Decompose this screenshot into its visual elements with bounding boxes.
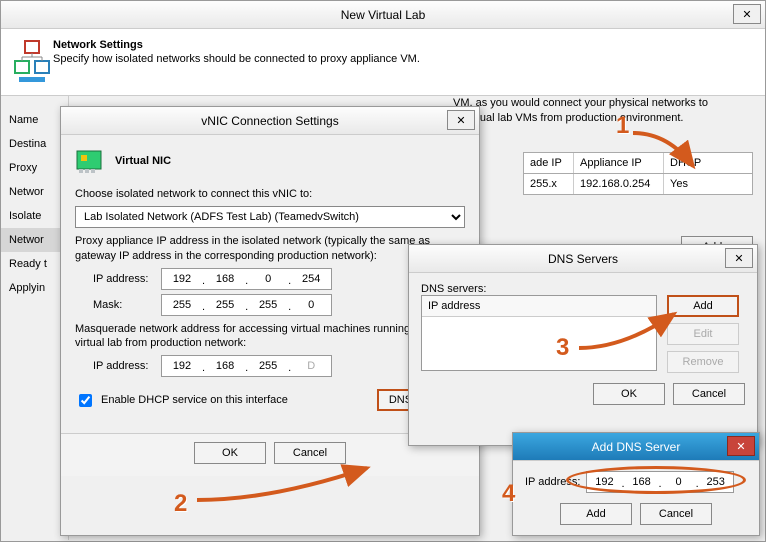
close-icon[interactable]: ✕ xyxy=(447,110,475,130)
choose-label: Choose isolated network to connect this … xyxy=(75,187,465,202)
add-button[interactable]: Add xyxy=(667,295,739,317)
header-text: Network Settings Specify how isolated ne… xyxy=(53,39,420,83)
close-icon[interactable]: ✕ xyxy=(733,4,761,24)
ip-field[interactable]: . . . xyxy=(161,268,332,290)
masq-octet[interactable] xyxy=(162,356,202,376)
nav-item[interactable]: Ready t xyxy=(1,252,68,276)
content-desc: VM, as you would connect your physical n… xyxy=(453,96,753,127)
titlebar: New Virtual Lab ✕ xyxy=(1,1,765,29)
nav-item[interactable]: Name xyxy=(1,108,68,132)
nav-item[interactable]: Applyin xyxy=(1,276,68,300)
network-icon xyxy=(13,39,53,83)
ok-button[interactable]: OK xyxy=(194,442,266,464)
ip-label: IP address: xyxy=(525,476,580,488)
header: Network Settings Specify how isolated ne… xyxy=(1,29,765,96)
masq-octet[interactable] xyxy=(205,356,245,376)
dhcp-label: Enable DHCP service on this interface xyxy=(101,394,288,406)
ip-octet[interactable] xyxy=(291,269,331,289)
dns-col-header: IP address xyxy=(422,296,656,317)
dns-servers-dialog: DNS Servers ✕ DNS servers: IP address Ad… xyxy=(408,244,758,446)
cancel-button[interactable]: Cancel xyxy=(673,383,745,405)
table-header-row: ade IP Appliance IP DHCP xyxy=(523,152,753,174)
vnic-header: Virtual NIC xyxy=(75,147,465,175)
table-row[interactable]: 255.x 192.168.0.254 Yes xyxy=(523,174,753,195)
cancel-button[interactable]: Cancel xyxy=(274,442,346,464)
titlebar: Add DNS Server ✕ xyxy=(513,433,759,461)
dns-row: IP address Add Edit Remove xyxy=(421,295,745,373)
cell: 192.168.0.254 xyxy=(574,174,664,194)
ip-octet[interactable] xyxy=(248,269,288,289)
col-header: DHCP xyxy=(664,153,724,173)
dialog-title: DNS Servers xyxy=(548,252,618,266)
ip-octet[interactable] xyxy=(205,269,245,289)
ip-octet[interactable] xyxy=(625,472,659,492)
cell: Yes xyxy=(664,174,724,194)
add-dns-footer: Add Cancel xyxy=(525,493,747,525)
ip-row: IP address: . . . xyxy=(525,471,747,493)
dns-buttons: Add Edit Remove xyxy=(667,295,739,373)
callout-3: 3 xyxy=(556,334,569,362)
callout-2: 2 xyxy=(174,490,187,518)
callout-1: 1 xyxy=(616,112,629,140)
add-dns-dialog: Add DNS Server ✕ IP address: . . . Add C… xyxy=(512,432,760,536)
ok-button[interactable]: OK xyxy=(593,383,665,405)
nav-item[interactable]: Networ xyxy=(1,228,68,252)
cell: 255.x xyxy=(524,174,574,194)
ip-octet[interactable] xyxy=(662,472,696,492)
vnic-table: ade IP Appliance IP DHCP 255.x 192.168.0… xyxy=(523,152,753,195)
ip-octet[interactable] xyxy=(587,472,621,492)
network-select[interactable]: Lab Isolated Network (ADFS Test Lab) (Te… xyxy=(75,206,465,228)
mask-octet[interactable] xyxy=(205,295,245,315)
col-header: Appliance IP xyxy=(574,153,664,173)
nav-item[interactable]: Networ xyxy=(1,180,68,204)
cancel-button[interactable]: Cancel xyxy=(640,503,712,525)
mask-field[interactable]: . . . xyxy=(161,294,332,316)
titlebar: DNS Servers ✕ xyxy=(409,245,757,273)
nav-sidebar: Name Destina Proxy Networ Isolate Networ… xyxy=(1,96,69,540)
ip-octet[interactable] xyxy=(162,269,202,289)
mask-octet[interactable] xyxy=(248,295,288,315)
vnic-label: Virtual NIC xyxy=(115,155,171,167)
nav-item[interactable]: Proxy xyxy=(1,156,68,180)
mask-octet[interactable] xyxy=(162,295,202,315)
ip-field[interactable]: . . . xyxy=(586,471,733,493)
dialog-title: New Virtual Lab xyxy=(341,8,426,22)
callout-4: 4 xyxy=(502,480,515,508)
dns-body: DNS servers: IP address Add Edit Remove … xyxy=(409,273,757,415)
nic-icon xyxy=(75,147,107,175)
dialog-title: Add DNS Server xyxy=(592,440,681,454)
mask-label: Mask: xyxy=(93,299,155,311)
dns-footer: OK Cancel xyxy=(421,373,745,405)
masq-field[interactable]: . . . xyxy=(161,355,332,377)
ip-label: IP address: xyxy=(93,273,155,285)
masq-octet[interactable] xyxy=(248,356,288,376)
mask-octet[interactable] xyxy=(291,295,331,315)
masq-octet xyxy=(291,356,331,376)
nav-item[interactable]: Destina xyxy=(1,132,68,156)
remove-button: Remove xyxy=(667,351,739,373)
header-title: Network Settings xyxy=(53,39,420,51)
close-icon[interactable]: ✕ xyxy=(727,436,755,456)
col-header: ade IP xyxy=(524,153,574,173)
header-desc: Specify how isolated networks should be … xyxy=(53,53,420,65)
dns-list-label: DNS servers: xyxy=(421,283,745,295)
proxy-note: Proxy appliance IP address in the isolat… xyxy=(75,234,465,264)
ip-octet[interactable] xyxy=(699,472,733,492)
edit-button: Edit xyxy=(667,323,739,345)
dialog-title: vNIC Connection Settings xyxy=(201,114,338,128)
dns-list[interactable]: IP address xyxy=(421,295,657,371)
masq-note: Masquerade network address for accessing… xyxy=(75,322,465,352)
close-icon[interactable]: ✕ xyxy=(725,248,753,268)
add-dns-body: IP address: . . . Add Cancel xyxy=(513,461,759,535)
dhcp-checkbox[interactable] xyxy=(79,394,92,407)
ip-label: IP address: xyxy=(93,360,155,372)
dhcp-row: Enable DHCP service on this interface DN… xyxy=(75,389,465,411)
nav-item[interactable]: Isolate xyxy=(1,204,68,228)
titlebar: vNIC Connection Settings ✕ xyxy=(61,107,479,135)
add-button[interactable]: Add xyxy=(560,503,632,525)
